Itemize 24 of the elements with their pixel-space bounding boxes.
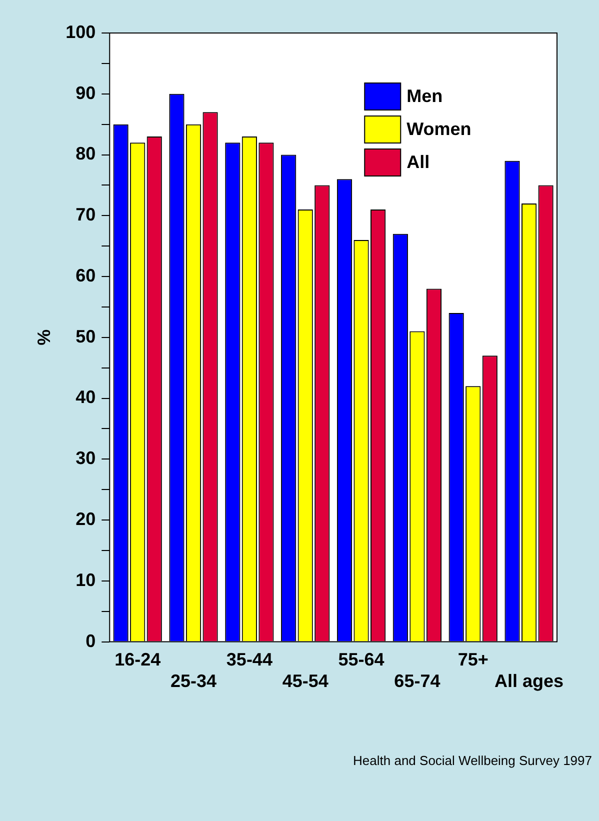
- x-tick-label: 55-64: [338, 650, 384, 670]
- legend-label: Men: [406, 86, 443, 106]
- text: Health and Social Wellbeing Survey 1997: [353, 753, 592, 768]
- y-tick-label: 0: [86, 630, 96, 651]
- y-tick-label: 30: [76, 448, 96, 468]
- y-tick-label: 40: [76, 387, 96, 408]
- x-tick-label: 45-54: [282, 671, 328, 692]
- x-tick-label: 75+: [458, 650, 488, 670]
- x-tick-label: 16-24: [114, 650, 161, 670]
- x-tick-label: All ages: [494, 671, 564, 692]
- legend-label: Women: [406, 118, 472, 139]
- y-axis-title: %: [34, 329, 54, 346]
- x-tick-label: 35-44: [226, 650, 272, 670]
- y-tick-label: 50: [76, 326, 96, 346]
- y-tick-label: 90: [76, 82, 96, 103]
- y-tick-label: 80: [76, 144, 96, 164]
- legend-label: All: [406, 152, 430, 172]
- y-tick-label: 10: [76, 570, 96, 590]
- y-tick-label: 20: [76, 509, 96, 530]
- y-tick-label: 100: [66, 22, 96, 42]
- y-tick-label: 70: [76, 204, 96, 225]
- y-tick-label: 60: [76, 265, 96, 286]
- x-tick-label: 65-74: [394, 671, 440, 692]
- x-tick-label: 25-34: [170, 671, 217, 692]
